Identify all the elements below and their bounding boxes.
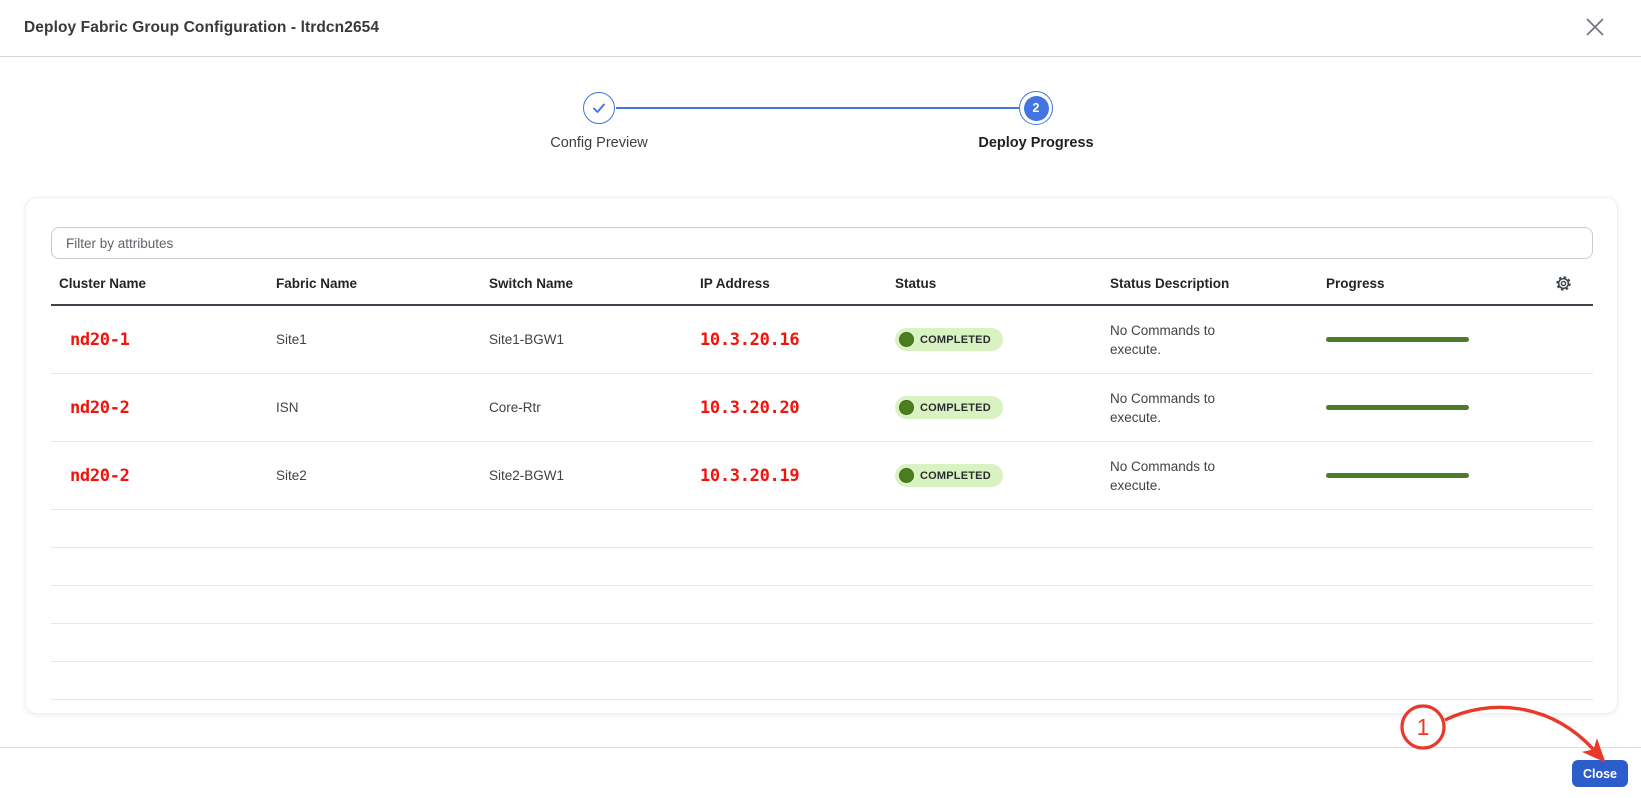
step-number: 2 [1024,96,1049,121]
status-dot-icon [899,400,914,415]
cell-progress [1318,337,1508,342]
dialog-footer: Close [0,747,1641,798]
cell-status-description: No Commands to execute. [1102,389,1318,427]
status-badge: COMPLETED [895,328,1003,351]
gear-icon [1554,274,1573,293]
status-dot-icon [899,332,914,347]
progress-bar [1326,405,1469,410]
table-row-empty [51,510,1593,548]
stepper-connector-line [616,107,1019,109]
progress-bar [1326,473,1469,478]
column-header-status: Status [887,276,1102,291]
cell-switch-name: Site2-BGW1 [481,468,692,483]
table-row: nd20-2 Site2 Site2-BGW1 10.3.20.19 COMPL… [51,442,1593,510]
close-dialog-button[interactable] [1581,14,1609,42]
progress-bar [1326,337,1469,342]
check-icon [590,99,608,117]
progress-bar-fill [1326,337,1469,342]
cell-fabric-name: Site1 [268,332,481,347]
close-button[interactable]: Close [1572,760,1628,787]
step-deploy-progress[interactable]: 2 [1019,91,1053,125]
cell-ip-address: 10.3.20.16 [692,330,887,350]
deploy-fabric-dialog: Deploy Fabric Group Configuration - ltrd… [0,0,1641,798]
column-header-cluster-name: Cluster Name [51,276,268,291]
step-label-config-preview: Config Preview [479,135,719,151]
table-row: nd20-2 ISN Core-Rtr 10.3.20.20 COMPLETED… [51,374,1593,442]
cell-fabric-name: Site2 [268,468,481,483]
dialog-title: Deploy Fabric Group Configuration - ltrd… [24,19,379,37]
cell-switch-name: Core-Rtr [481,400,692,415]
column-header-status-description: Status Description [1102,276,1318,291]
cell-progress [1318,405,1508,410]
table-row-empty [51,586,1593,624]
annotation-step-number: 1 [1417,714,1430,740]
status-badge-label: COMPLETED [920,470,991,482]
column-header-fabric-name: Fabric Name [268,276,481,291]
cell-ip-address: 10.3.20.20 [692,398,887,418]
cell-cluster-name: nd20-2 [51,398,268,418]
table-row-empty [51,548,1593,586]
step-config-preview[interactable] [583,92,615,124]
progress-bar-fill [1326,473,1469,478]
column-header-progress: Progress [1318,276,1508,291]
filter-input[interactable] [51,227,1593,259]
cell-ip-address: 10.3.20.19 [692,466,887,486]
cell-status-description: No Commands to execute. [1102,321,1318,359]
cell-status: COMPLETED [887,464,1102,487]
table-body: nd20-1 Site1 Site1-BGW1 10.3.20.16 COMPL… [51,306,1593,700]
close-icon [1582,14,1608,40]
cell-cluster-name: nd20-1 [51,330,268,350]
status-dot-icon [899,468,914,483]
table-row: nd20-1 Site1 Site1-BGW1 10.3.20.16 COMPL… [51,306,1593,374]
status-badge: COMPLETED [895,396,1003,419]
cell-cluster-name: nd20-2 [51,466,268,486]
status-badge-label: COMPLETED [920,402,991,414]
cell-switch-name: Site1-BGW1 [481,332,692,347]
table-row-empty [51,624,1593,662]
status-badge-label: COMPLETED [920,334,991,346]
table-row-empty [51,662,1593,700]
table-header-row: Cluster Name Fabric Name Switch Name IP … [51,262,1593,306]
status-badge: COMPLETED [895,464,1003,487]
cell-status: COMPLETED [887,396,1102,419]
cell-progress [1318,473,1508,478]
progress-bar-fill [1326,405,1469,410]
deploy-status-table: Cluster Name Fabric Name Switch Name IP … [51,262,1593,700]
column-header-switch-name: Switch Name [481,276,692,291]
cell-fabric-name: ISN [268,400,481,415]
step-label-deploy-progress: Deploy Progress [916,135,1156,151]
cell-status: COMPLETED [887,328,1102,351]
dialog-header: Deploy Fabric Group Configuration - ltrd… [0,0,1641,57]
column-settings-button[interactable] [1552,272,1575,295]
cell-status-description: No Commands to execute. [1102,457,1318,495]
column-header-ip-address: IP Address [692,276,887,291]
